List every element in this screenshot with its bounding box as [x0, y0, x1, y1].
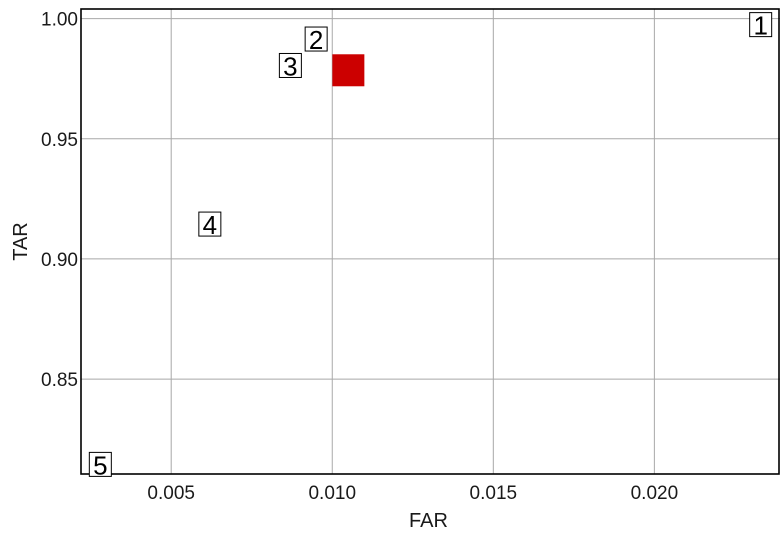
grid-lines	[81, 9, 780, 474]
y-tick-label: 0.85	[41, 370, 78, 391]
x-tick-label: 0.020	[631, 483, 679, 504]
labeled-point-1: 1	[749, 11, 773, 41]
point-label: 3	[283, 51, 297, 81]
highlighted-point	[332, 54, 365, 87]
plot-frame	[80, 8, 780, 475]
y-tick-label: 1.00	[41, 10, 78, 31]
point-label: 1	[753, 11, 767, 41]
y-tick-label: 0.90	[41, 250, 78, 271]
point-marker-box	[88, 451, 112, 477]
point-label: 2	[309, 25, 323, 55]
labeled-point-4: 4	[198, 210, 222, 240]
point-label: 5	[93, 450, 107, 480]
y-tick-labels: 0.85 0.90 0.95 1.00	[41, 10, 78, 391]
x-tick-label: 0.015	[470, 483, 518, 504]
x-axis-label: FAR	[409, 510, 448, 532]
point-label: 4	[203, 210, 217, 240]
x-tick-label: 0.005	[147, 483, 195, 504]
x-tick-label: 0.010	[308, 483, 356, 504]
labeled-point-5: 5	[88, 450, 112, 480]
y-axis-label: TAR	[10, 222, 32, 261]
y-tick-label: 0.95	[41, 130, 78, 151]
x-tick-labels: 0.005 0.010 0.015 0.020	[147, 483, 678, 504]
point-marker-box	[304, 26, 328, 52]
point-marker-box	[198, 211, 222, 237]
labeled-point-2: 2	[304, 25, 328, 55]
point-marker-box	[749, 12, 773, 38]
point-marker-box	[278, 52, 302, 78]
labeled-point-3: 3	[278, 51, 302, 81]
